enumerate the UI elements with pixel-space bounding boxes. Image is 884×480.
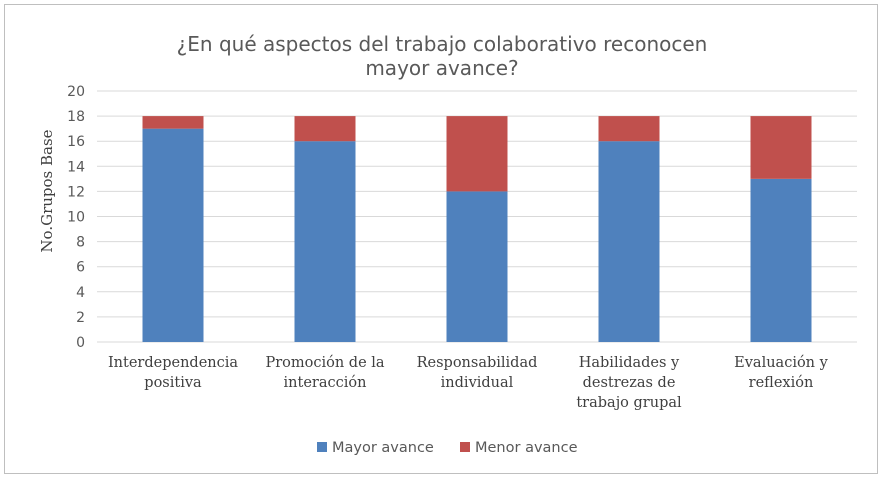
legend-swatch — [460, 442, 470, 452]
stacked-bar-chart: ¿En qué aspectos del trabajo colaborativ… — [38, 32, 857, 456]
bar-menor-avance — [446, 116, 508, 192]
bar-menor-avance — [294, 116, 356, 142]
x-category-label: Responsabilidad individual — [417, 355, 538, 391]
y-axis-ticks: 0 2 4 6 8 10 12 14 16 18 20 — [67, 84, 85, 351]
legend-label: Menor avance — [475, 440, 578, 456]
y-tick-label: 18 — [67, 109, 85, 125]
x-category-label: Habilidades y destrezas de trabajo grupal — [576, 355, 682, 411]
y-tick-label: 14 — [67, 159, 85, 175]
x-category-label: Promoción de la interacción — [265, 355, 384, 391]
y-tick-label: 8 — [76, 235, 85, 251]
bar-mayor-avance — [294, 141, 356, 342]
y-tick-label: 20 — [67, 84, 85, 100]
bar-mayor-avance — [142, 128, 204, 342]
chart-title-line: mayor avance? — [365, 56, 518, 80]
bar-mayor-avance — [598, 141, 660, 342]
y-axis-label: No.Grupos Base — [38, 129, 56, 252]
y-tick-label: 6 — [76, 260, 85, 276]
bar-menor-avance — [750, 116, 812, 179]
chart-title: ¿En qué aspectos del trabajo colaborativ… — [177, 32, 708, 80]
legend-label: Mayor avance — [332, 440, 434, 456]
x-category-label: Interdependencia positiva — [108, 355, 238, 391]
bar-mayor-avance — [446, 191, 508, 342]
bar-mayor-avance — [750, 178, 812, 342]
y-tick-label: 16 — [67, 134, 85, 150]
y-tick-label: 0 — [76, 335, 85, 351]
y-tick-label: 2 — [76, 310, 85, 326]
y-tick-label: 10 — [67, 210, 85, 226]
y-tick-label: 4 — [76, 285, 85, 301]
chart-title-line: ¿En qué aspectos del trabajo colaborativ… — [177, 32, 708, 56]
x-category-label: Evaluación y reflexión — [734, 355, 828, 391]
legend: Mayor avance Menor avance — [317, 440, 578, 456]
bar-menor-avance — [142, 116, 204, 129]
bars — [142, 116, 812, 342]
y-tick-label: 12 — [67, 184, 85, 200]
legend-swatch — [317, 442, 327, 452]
chart-frame: ¿En qué aspectos del trabajo colaborativ… — [4, 4, 878, 474]
x-axis-categories: Interdependencia positiva Promoción de la i… — [108, 355, 829, 411]
bar-menor-avance — [598, 116, 660, 142]
